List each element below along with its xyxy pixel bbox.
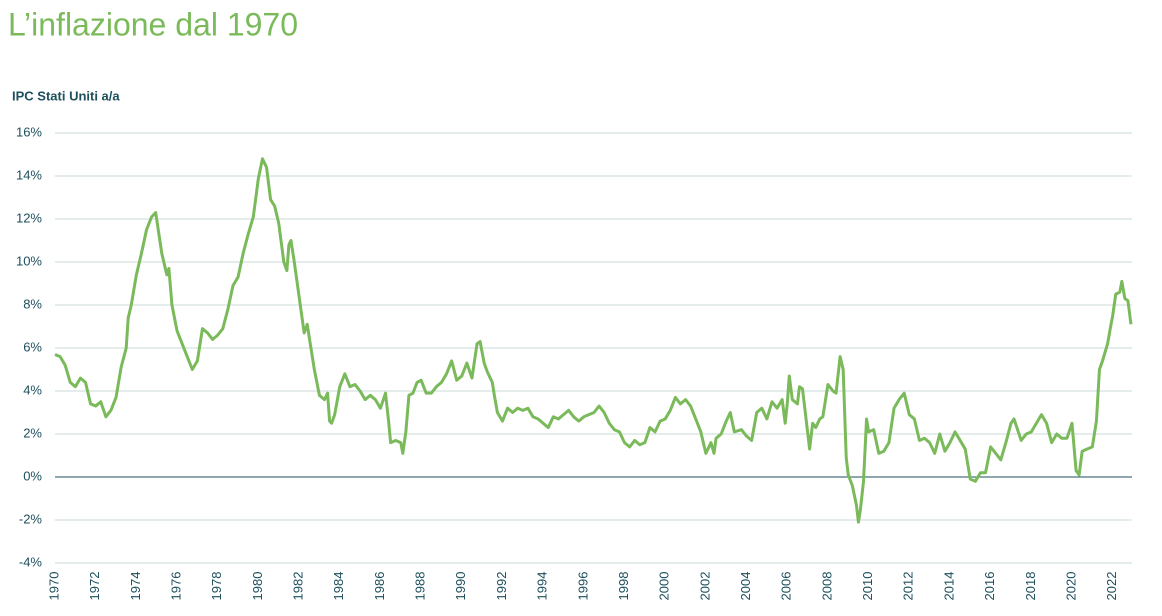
- x-tick-label: 1992: [494, 572, 509, 601]
- x-tick-label: 1982: [291, 572, 306, 601]
- y-tick-label: 2%: [23, 425, 42, 440]
- x-tick-label: 1986: [372, 572, 387, 601]
- x-tick-label: 2022: [1104, 572, 1119, 601]
- chart-title: L’inflazione dal 1970: [8, 6, 298, 42]
- y-tick-label: -4%: [19, 554, 43, 569]
- x-tick-label: 1978: [209, 572, 224, 601]
- x-tick-label: 2000: [657, 572, 672, 601]
- x-tick-label: 2018: [1023, 572, 1038, 601]
- x-tick-label: 1974: [128, 572, 143, 601]
- y-tick-label: 0%: [23, 468, 42, 483]
- x-tick-label: 1988: [413, 572, 428, 601]
- chart-subtitle: IPC Stati Uniti a/a: [12, 88, 120, 103]
- x-tick-label: 1996: [575, 572, 590, 601]
- x-tick-label: 1990: [453, 572, 468, 601]
- y-tick-label: 10%: [16, 253, 42, 268]
- x-tick-label: 1994: [535, 572, 550, 601]
- x-tick-label: 2008: [819, 572, 834, 601]
- y-tick-label: 8%: [23, 296, 42, 311]
- y-tick-label: 4%: [23, 382, 42, 397]
- y-tick-label: 16%: [16, 124, 42, 139]
- x-tick-label: 2012: [901, 572, 916, 601]
- data-line: [54, 157, 1133, 524]
- x-tick-label: 1984: [331, 572, 346, 601]
- x-tick-label: 1976: [168, 572, 183, 601]
- x-tick-label: 2010: [860, 572, 875, 601]
- y-tick-label: -2%: [19, 511, 43, 526]
- x-tick-label: 2004: [738, 572, 753, 601]
- x-tick-label: 2020: [1063, 572, 1078, 601]
- x-tick-label: 2016: [982, 572, 997, 601]
- x-tick-label: 1972: [87, 572, 102, 601]
- y-tick-label: 14%: [16, 167, 42, 182]
- x-tick-label: 1970: [46, 572, 61, 601]
- x-tick-label: 2002: [697, 572, 712, 601]
- x-tick-label: 1998: [616, 572, 631, 601]
- x-tick-label: 1980: [250, 572, 265, 601]
- y-tick-label: 6%: [23, 339, 42, 354]
- x-tick-label: 2014: [941, 572, 956, 601]
- x-tick-label: 2006: [779, 572, 794, 601]
- y-tick-label: 12%: [16, 210, 42, 225]
